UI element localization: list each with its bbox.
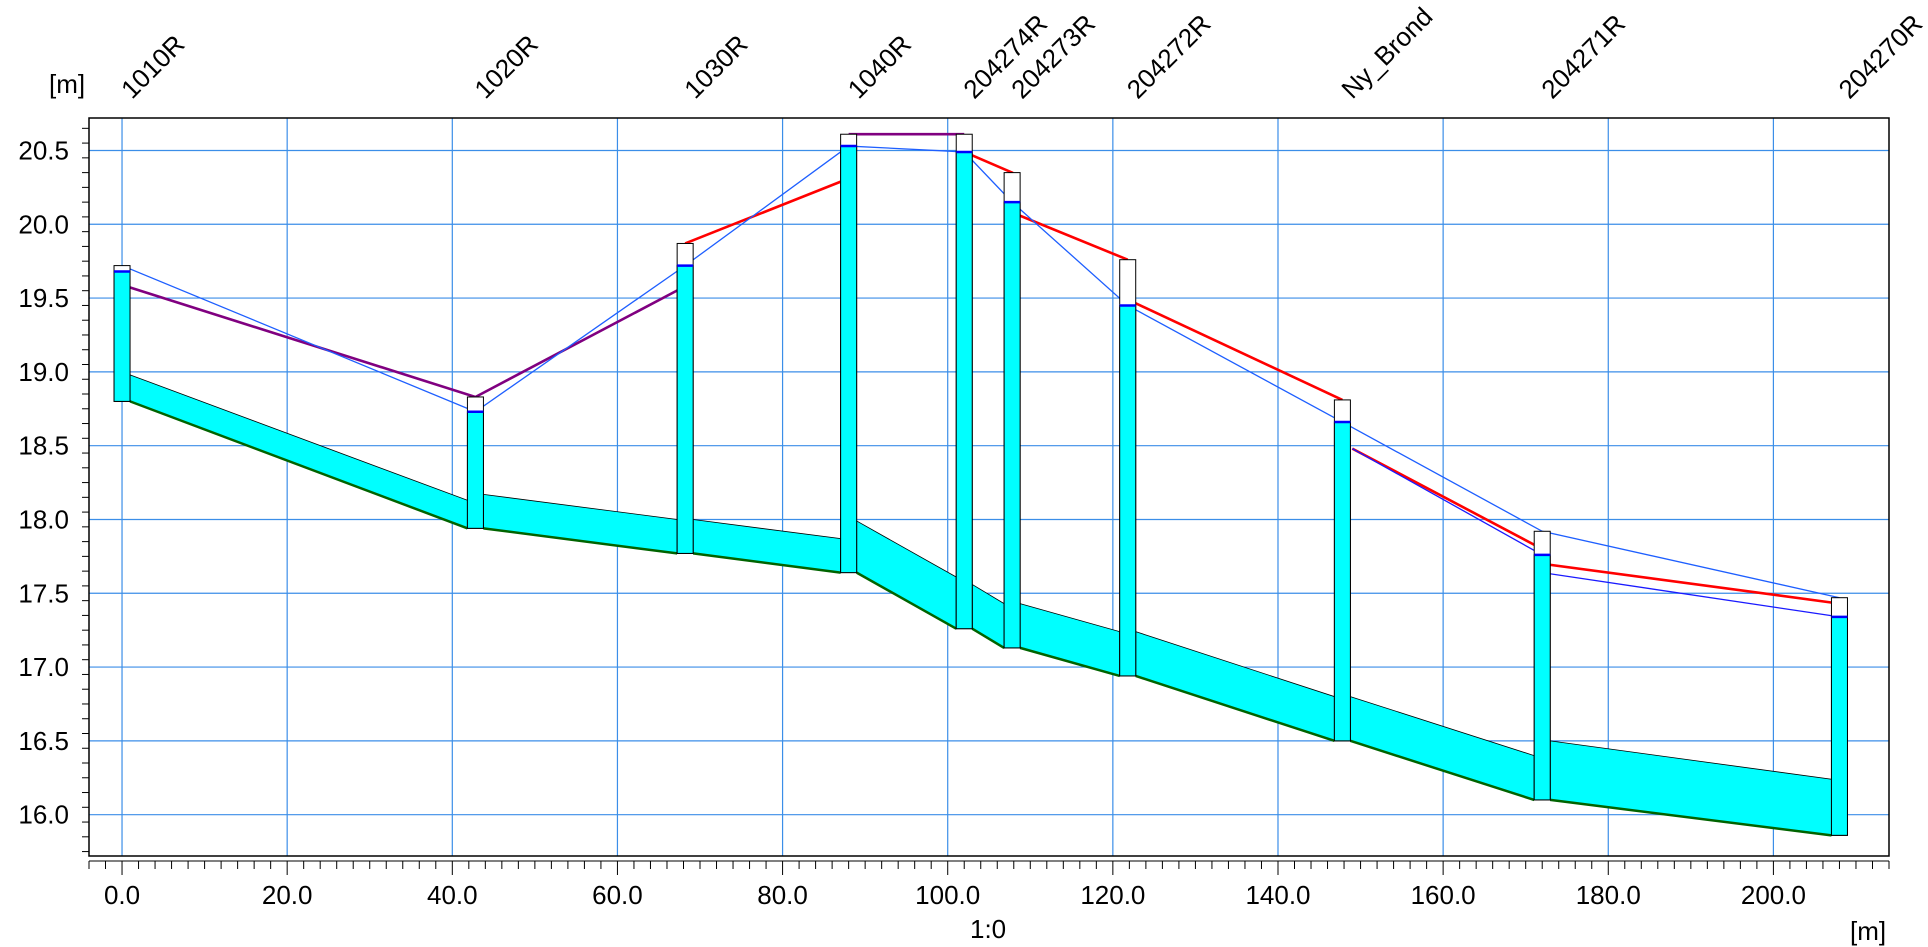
- manhole-water-fill: [840, 145, 858, 574]
- manhole-bars: [113, 133, 1848, 836]
- manhole-water-fill: [466, 411, 484, 529]
- manhole-water-fill: [676, 265, 694, 554]
- y-axis-unit: [m]: [49, 69, 85, 99]
- y-tick-label: 17.0: [18, 652, 69, 682]
- x-tick-label: 60.0: [592, 880, 643, 910]
- pipe-invert-line: [1135, 674, 1335, 743]
- pipe-segments: [129, 374, 1832, 837]
- grid-lines: [89, 118, 1889, 856]
- x-tick-label: 160.0: [1411, 880, 1476, 910]
- x-axis-unit: [m]: [1850, 916, 1886, 946]
- level-line: [121, 145, 1840, 599]
- x-tick-label: 80.0: [757, 880, 808, 910]
- x-tick-label: 40.0: [427, 880, 478, 910]
- x-tick-label: 200.0: [1741, 880, 1806, 910]
- scale-label: 1:0: [970, 914, 1006, 944]
- y-tick-label: 16.5: [18, 726, 69, 756]
- plot-area-frame: [88, 117, 1890, 857]
- pipe-invert-line: [1350, 739, 1535, 802]
- y-tick-label: 18.0: [18, 504, 69, 534]
- y-tick-label: 20.0: [18, 209, 69, 239]
- pipe-invert-line: [856, 571, 957, 630]
- y-tick-label: 17.5: [18, 578, 69, 608]
- pipe-invert-line: [1019, 646, 1121, 678]
- y-tick-label: 18.5: [18, 431, 69, 461]
- pipe-invert-line: [483, 527, 678, 555]
- manhole-water-fill: [1119, 304, 1137, 677]
- y-tick-label: 20.5: [18, 135, 69, 165]
- x-tick-label: 20.0: [262, 880, 313, 910]
- y-tick-label: 19.0: [18, 357, 69, 387]
- x-tick-label: 120.0: [1080, 880, 1145, 910]
- pipe-invert-line: [1550, 798, 1832, 837]
- manhole-water-fill: [1333, 421, 1351, 742]
- pipe-invert-line: [971, 627, 1005, 649]
- axes: 0.0 20.0 40.0 60.0 80.0 100.0 120.0 140.0 160.0 1…: [18, 127, 1890, 910]
- x-tick-label: 100.0: [915, 880, 980, 910]
- manhole-water-fill: [1533, 554, 1551, 801]
- x-tick-label: 0.0: [104, 880, 140, 910]
- y-tick-label: 19.5: [18, 283, 69, 313]
- x-tick-label: 180.0: [1576, 880, 1641, 910]
- level-line: [1127, 298, 1343, 402]
- manhole-water-fill: [113, 271, 131, 402]
- manhole-water-fill: [1003, 201, 1021, 649]
- manhole-water-fill: [955, 151, 973, 630]
- pipe-invert-line: [692, 552, 841, 574]
- pipe-invert-line: [129, 400, 468, 530]
- x-tick-label: 140.0: [1245, 880, 1310, 910]
- manhole-water-fill: [1830, 616, 1848, 836]
- level-line: [684, 177, 850, 245]
- y-tick-label: 16.0: [18, 800, 69, 830]
